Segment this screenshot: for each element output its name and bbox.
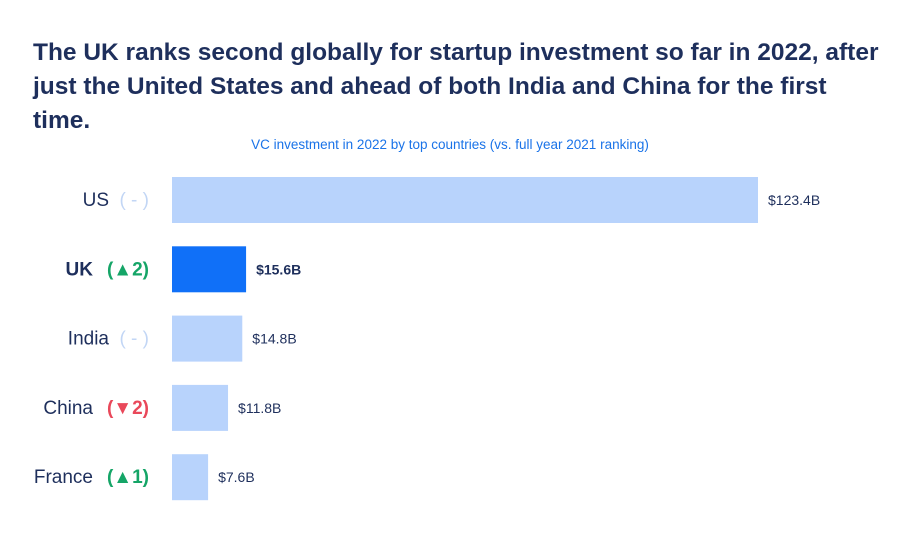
value-label: $15.6B	[256, 261, 301, 277]
value-label: $14.8B	[252, 331, 296, 347]
rank-change-label: (▲2)	[107, 259, 149, 280]
category-label: France	[34, 467, 93, 488]
bar-india	[172, 315, 243, 362]
rank-change-label: (▲1)	[107, 467, 149, 488]
value-label: $11.8B	[238, 400, 281, 416]
bar-france	[172, 454, 209, 501]
value-label: $7.6B	[218, 469, 255, 485]
value-label: $123.4B	[768, 192, 820, 208]
category-label: UK	[66, 259, 94, 280]
bar-uk	[172, 246, 247, 293]
bar-us	[172, 177, 758, 223]
rank-change-label: ( - )	[119, 329, 149, 350]
category-label: China	[43, 398, 93, 419]
rank-change-label: (▼2)	[107, 398, 149, 419]
bar-china	[172, 384, 229, 431]
chart-title: VC investment in 2022 by top countries (…	[251, 137, 649, 152]
headline: The UK ranks second globally for startup…	[33, 39, 879, 134]
category-label: India	[68, 329, 110, 350]
rank-change-label: ( - )	[119, 190, 149, 211]
category-label: US	[83, 190, 109, 211]
